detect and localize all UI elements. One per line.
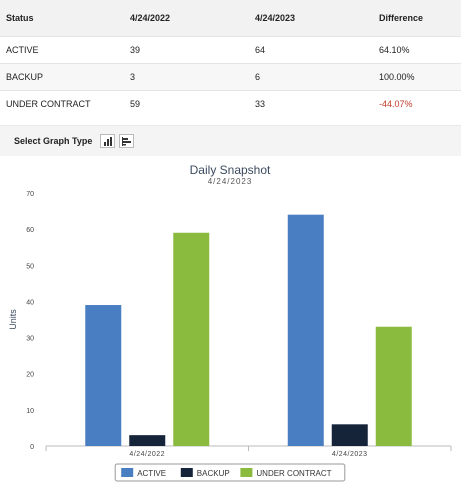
x-tick-label: 4/24/2023	[332, 451, 368, 458]
bar-backup-2	[331, 424, 368, 446]
chart-title: Daily Snapshot	[190, 163, 271, 177]
legend-label: UNDER CONTRACT	[256, 469, 331, 478]
y-tick-label: 30	[26, 336, 34, 343]
row-value-2023: 64	[255, 45, 266, 55]
legend-swatch-active	[121, 468, 134, 477]
y-tick-label: 50	[26, 263, 34, 270]
y-tick-label: 70	[26, 191, 34, 198]
row-value-2022: 59	[130, 99, 141, 109]
vertical-bar-chart-icon	[103, 136, 112, 146]
header-difference: Difference	[379, 13, 424, 23]
bar-active-2	[287, 214, 324, 446]
y-tick-label: 40	[26, 299, 34, 306]
row-status: BACKUP	[6, 72, 44, 82]
row-status: UNDER CONTRACT	[6, 99, 91, 109]
header-date-2023: 4/24/2023	[255, 13, 296, 23]
graph-type-label: Select Graph Type	[14, 136, 93, 146]
row-value-2022: 39	[130, 45, 141, 55]
bar-under-contract-1	[173, 232, 210, 446]
row-value-2022: 3	[130, 72, 136, 82]
row-difference: 100.00%	[379, 72, 415, 82]
table-row-active: ACTIVE 39 64 64.10%	[0, 36, 461, 63]
y-tick-label: 0	[30, 444, 34, 451]
horizontal-bar-button[interactable]	[119, 134, 135, 148]
y-tick-label: 20	[26, 372, 34, 379]
x-tick-label: 4/24/2022	[129, 451, 165, 458]
table-header: Status 4/24/2022 4/24/2023 Difference	[0, 0, 461, 36]
legend-swatch-backup	[180, 468, 193, 477]
row-status: ACTIVE	[6, 45, 39, 55]
horizontal-bar-chart-icon	[121, 136, 131, 146]
legend-label: ACTIVE	[137, 469, 166, 478]
graph-type-selector: Select Graph Type	[0, 126, 461, 156]
y-tick-label: 10	[26, 408, 34, 415]
vertical-bar-button[interactable]	[100, 134, 116, 148]
snapshot-table: Status 4/24/2022 4/24/2023 Difference AC…	[0, 0, 461, 117]
header-date-2022: 4/24/2022	[130, 13, 171, 23]
y-tick-label: 60	[26, 227, 34, 234]
chart-subtitle: 4/24/2023	[208, 177, 253, 186]
row-value-2023: 33	[255, 99, 266, 109]
row-difference: -44.07%	[379, 99, 413, 109]
bar-active-1	[85, 305, 122, 446]
table-row-under-contract: UNDER CONTRACT 59 33 -44.07%	[0, 90, 461, 117]
table-row-backup: BACKUP 3 6 100.00%	[0, 63, 461, 90]
bar-backup-1	[129, 435, 166, 446]
daily-snapshot-chart: Daily Snapshot4/24/2023Units010203040506…	[8, 163, 452, 482]
row-value-2023: 6	[255, 72, 261, 82]
legend-label: BACKUP	[197, 469, 230, 478]
legend-box	[114, 463, 346, 482]
section-divider	[0, 125, 461, 126]
legend-swatch-under-contract	[240, 468, 253, 477]
row-difference: 64.10%	[379, 45, 410, 55]
y-axis-label: Units	[8, 309, 18, 330]
header-status: Status	[6, 13, 34, 23]
bar-under-contract-2	[375, 326, 412, 446]
